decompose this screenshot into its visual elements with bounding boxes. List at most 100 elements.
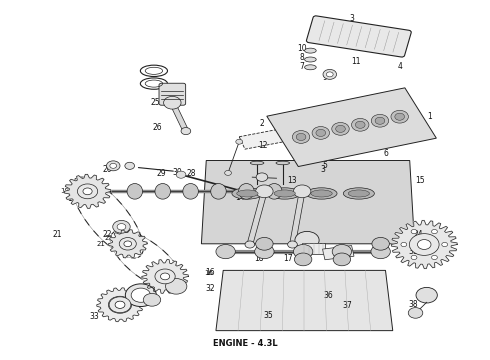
Text: 23: 23 bbox=[333, 250, 341, 255]
Polygon shape bbox=[170, 102, 189, 132]
Circle shape bbox=[160, 273, 170, 280]
Circle shape bbox=[411, 255, 417, 260]
Text: ENGINE - 4.3L: ENGINE - 4.3L bbox=[213, 339, 277, 348]
Text: 13: 13 bbox=[288, 176, 297, 185]
Text: 28: 28 bbox=[187, 169, 196, 178]
Text: 21: 21 bbox=[97, 241, 105, 247]
Circle shape bbox=[395, 113, 405, 120]
Polygon shape bbox=[97, 288, 143, 322]
Polygon shape bbox=[322, 246, 354, 260]
Circle shape bbox=[125, 162, 135, 169]
Ellipse shape bbox=[267, 184, 282, 199]
Text: 9: 9 bbox=[322, 73, 327, 82]
Circle shape bbox=[417, 239, 431, 249]
FancyBboxPatch shape bbox=[302, 243, 325, 255]
Text: 1: 1 bbox=[427, 112, 432, 121]
Circle shape bbox=[108, 296, 132, 313]
Text: 6: 6 bbox=[383, 149, 388, 158]
Polygon shape bbox=[392, 220, 457, 269]
Ellipse shape bbox=[276, 161, 290, 165]
Ellipse shape bbox=[311, 190, 332, 197]
Circle shape bbox=[442, 242, 447, 247]
Ellipse shape bbox=[343, 188, 374, 199]
Polygon shape bbox=[64, 174, 111, 208]
Circle shape bbox=[295, 231, 319, 249]
FancyBboxPatch shape bbox=[306, 16, 411, 57]
Circle shape bbox=[294, 185, 311, 198]
Text: 10: 10 bbox=[297, 44, 307, 53]
Ellipse shape bbox=[127, 184, 143, 199]
Circle shape bbox=[115, 301, 124, 308]
Text: 5: 5 bbox=[322, 161, 327, 170]
Text: 37: 37 bbox=[343, 301, 353, 310]
Circle shape bbox=[332, 122, 349, 135]
Ellipse shape bbox=[305, 48, 316, 53]
Text: 19: 19 bbox=[67, 194, 76, 203]
Text: 20: 20 bbox=[102, 165, 112, 174]
Circle shape bbox=[181, 127, 191, 135]
Circle shape bbox=[336, 125, 345, 132]
Text: 25: 25 bbox=[150, 98, 160, 107]
Ellipse shape bbox=[348, 190, 369, 197]
Text: 8: 8 bbox=[300, 53, 305, 62]
Text: 17: 17 bbox=[283, 254, 293, 263]
Text: 22: 22 bbox=[102, 230, 112, 239]
Text: 33: 33 bbox=[89, 312, 98, 321]
Text: 3: 3 bbox=[349, 14, 354, 23]
Text: 38: 38 bbox=[409, 300, 418, 309]
Text: 11: 11 bbox=[352, 57, 361, 66]
Circle shape bbox=[119, 238, 136, 250]
Circle shape bbox=[411, 229, 417, 234]
Circle shape bbox=[432, 255, 438, 260]
Circle shape bbox=[83, 188, 92, 195]
Text: 3: 3 bbox=[320, 165, 325, 174]
Circle shape bbox=[408, 307, 423, 318]
Circle shape bbox=[236, 139, 243, 144]
Text: 35: 35 bbox=[264, 311, 273, 320]
Circle shape bbox=[255, 244, 274, 259]
Circle shape bbox=[117, 224, 126, 230]
Circle shape bbox=[312, 126, 329, 139]
Circle shape bbox=[164, 96, 181, 109]
Text: 12: 12 bbox=[259, 141, 268, 150]
Ellipse shape bbox=[306, 188, 337, 199]
Polygon shape bbox=[216, 270, 393, 330]
Circle shape bbox=[288, 241, 297, 248]
Polygon shape bbox=[201, 161, 415, 244]
Circle shape bbox=[256, 185, 273, 198]
Ellipse shape bbox=[269, 188, 300, 199]
Circle shape bbox=[77, 184, 98, 199]
Text: 2: 2 bbox=[260, 119, 264, 128]
Circle shape bbox=[125, 284, 156, 306]
Text: 4: 4 bbox=[397, 62, 402, 71]
Circle shape bbox=[375, 117, 385, 124]
Ellipse shape bbox=[305, 65, 316, 70]
Text: 24: 24 bbox=[160, 84, 170, 93]
Circle shape bbox=[256, 238, 273, 250]
Circle shape bbox=[115, 301, 125, 309]
Circle shape bbox=[411, 235, 438, 254]
Polygon shape bbox=[290, 191, 305, 245]
Circle shape bbox=[216, 244, 235, 259]
Polygon shape bbox=[108, 230, 147, 258]
Circle shape bbox=[110, 163, 117, 168]
Circle shape bbox=[371, 244, 391, 259]
Circle shape bbox=[432, 229, 438, 234]
Circle shape bbox=[401, 242, 407, 247]
Ellipse shape bbox=[183, 184, 198, 199]
Polygon shape bbox=[247, 191, 267, 245]
Circle shape bbox=[109, 297, 131, 313]
Ellipse shape bbox=[250, 161, 264, 165]
Circle shape bbox=[316, 129, 326, 136]
Circle shape bbox=[323, 69, 337, 79]
Circle shape bbox=[224, 170, 231, 175]
Circle shape bbox=[106, 161, 120, 171]
Circle shape bbox=[143, 293, 161, 306]
Polygon shape bbox=[142, 260, 188, 293]
Circle shape bbox=[391, 110, 408, 123]
Circle shape bbox=[332, 244, 352, 259]
Circle shape bbox=[113, 220, 130, 233]
Text: 16: 16 bbox=[205, 268, 215, 277]
Circle shape bbox=[256, 173, 268, 181]
Circle shape bbox=[155, 269, 175, 284]
